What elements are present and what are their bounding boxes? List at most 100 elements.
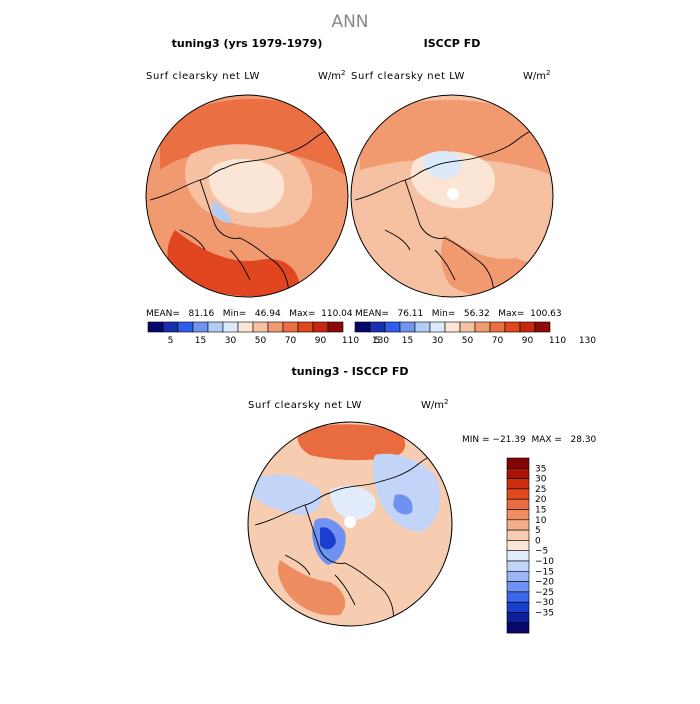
panel1-colorbar-tick-label: 5 [168, 336, 174, 346]
map3-negative-region-central [330, 485, 376, 520]
panel3-colorbar-swatch [506, 560, 530, 572]
panel1-colorbar-swatch [222, 321, 239, 333]
panel1-colorbar-swatch [162, 321, 179, 333]
panel2-map [350, 94, 554, 298]
panel2-colorbar-tick-label: 70 [492, 336, 504, 346]
panel2-colorbar: 5 15 30 50 70 90 110 130 [354, 321, 596, 346]
map2-lowest-region [423, 150, 462, 179]
figure-title: ANN [331, 12, 368, 32]
panel3-title: tuning3 - ISCCP FD [292, 365, 409, 378]
panel2-units-base: W/m [523, 71, 546, 82]
panel3-colorbar-tick-label: 25 [535, 485, 546, 495]
map3-pole-missing [344, 516, 356, 528]
map3-positive-region-north [297, 424, 406, 461]
panel3-colorbar-swatch [506, 478, 530, 490]
panel1-colorbar-swatch [252, 321, 269, 333]
panel2-colorbar-swatch [534, 321, 551, 333]
panel3-colorbar-tick-label: 35 [535, 464, 546, 474]
panel2-colorbar-tick-label: 5 [375, 336, 381, 346]
panel2-colorbar-tick-label: 15 [402, 336, 413, 346]
panel1-colorbar-swatch [267, 321, 284, 333]
panel3-colorbar-tick-label: 30 [535, 475, 547, 485]
panel3-colorbar-swatch [506, 591, 530, 603]
panel1-colorbar-tick-label: 110 [342, 336, 359, 346]
panel2-colorbar-swatch [459, 321, 476, 333]
panel3-colorbar-tick-label: 0 [535, 536, 541, 546]
map2-high-region-pacific [360, 99, 552, 175]
panel3-colorbar-swatch [506, 509, 530, 521]
panel3-colorbar-tick-label: 5 [535, 526, 541, 536]
panel3-variable-label: Surf clearsky net LW [248, 400, 362, 411]
panel1-colorbar-swatch [297, 321, 314, 333]
panel2-colorbar-tick-label: 130 [579, 336, 596, 346]
panel2-colorbar-swatch [489, 321, 506, 333]
panel3-colorbar-tick-label: 20 [535, 495, 547, 505]
panel3-colorbar-swatch [506, 519, 530, 531]
map3-negative-region-greenland-core [320, 527, 336, 550]
panel3-stats: MIN = −21.39 MAX = 28.30 [462, 435, 597, 445]
panel3-colorbar-swatch [506, 570, 530, 582]
panel3-colorbar-tick-label: −25 [535, 588, 554, 598]
panel1-colorbar-swatch [177, 321, 194, 333]
panel3-units-base: W/m [421, 400, 444, 411]
panel1-colorbar-swatch [327, 321, 344, 333]
panel2-colorbar-swatch [399, 321, 416, 333]
panel3-colorbar-tick-label: −15 [535, 567, 554, 577]
map3-positive-region-south [277, 560, 346, 616]
panel1-colorbar-swatch [207, 321, 224, 333]
panel2-colorbar-tick-label: 30 [432, 336, 444, 346]
panel3-colorbar-swatch [506, 457, 530, 469]
panel2-variable-label: Surf clearsky net LW [351, 71, 465, 82]
panel3-colorbar-swatch [506, 612, 530, 624]
panel1-colorbar-swatch [282, 321, 299, 333]
panel3-colorbar-tick-label: −35 [535, 609, 554, 619]
panel1-colorbar-tick-label: 90 [315, 336, 327, 346]
panel1-colorbar-swatch [312, 321, 329, 333]
panel3-colorbar-swatch [506, 550, 530, 562]
panel2-colorbar-tick-label: 110 [549, 336, 566, 346]
panel2-units-label: W/m2 [523, 69, 550, 82]
panel1-map [145, 94, 349, 298]
panel1-units-exp: 2 [341, 69, 345, 77]
panel1-stats: MEAN= 81.16 Min= 46.94 Max= 110.04 [146, 309, 353, 319]
panel3-colorbar-tick-label: −20 [535, 578, 554, 588]
panel3-colorbar-swatch [506, 488, 530, 500]
panel2-colorbar-tick-label: 50 [462, 336, 474, 346]
panel2-colorbar-swatch [414, 321, 431, 333]
panel1-units-label: W/m2 [318, 69, 345, 82]
panel3-colorbar-swatch [506, 529, 530, 541]
panel2-stats: MEAN= 76.11 Min= 56.32 Max= 100.63 [355, 309, 562, 319]
map1-low-region-arctic [208, 158, 285, 214]
panel1-variable-label: Surf clearsky net LW [146, 71, 260, 82]
panel2-colorbar-swatch [384, 321, 401, 333]
panel3-colorbar-swatch [506, 601, 530, 613]
panel1-colorbar-tick-label: 50 [255, 336, 267, 346]
map1-high-region-atlantic [167, 230, 300, 297]
map3-border [247, 421, 453, 627]
panel2-units-exp: 2 [546, 69, 550, 77]
panel3-colorbar-tick-label: −10 [535, 557, 554, 567]
panel1-colorbar-tick-label: 30 [225, 336, 237, 346]
panel1-colorbar-tick-label: 15 [195, 336, 206, 346]
panel3-colorbar-swatch [506, 540, 530, 552]
panel3-colorbar-swatch [506, 467, 530, 479]
map2-border [350, 94, 554, 298]
panel3-colorbar-tick-label: 15 [535, 506, 546, 516]
panel2-colorbar-swatch [354, 321, 371, 333]
panel3-units-exp: 2 [444, 398, 448, 406]
panel3-map [247, 421, 453, 627]
panel2-colorbar-tick-label: 90 [522, 336, 534, 346]
panel2-colorbar-swatch [369, 321, 386, 333]
panel3-colorbar-swatch [506, 622, 530, 634]
panel2-colorbar-swatch [444, 321, 461, 333]
map2-pole-missing [447, 188, 459, 200]
map3-negative-region-east-inner [393, 494, 413, 515]
panel1-units-base: W/m [318, 71, 341, 82]
panel1-colorbar-swatch [147, 321, 164, 333]
panel2-colorbar-swatch [474, 321, 491, 333]
panel3-colorbar-tick-label: −30 [535, 598, 554, 608]
panel2-colorbar-swatch [504, 321, 521, 333]
map1-greenland-lowest [212, 200, 232, 223]
